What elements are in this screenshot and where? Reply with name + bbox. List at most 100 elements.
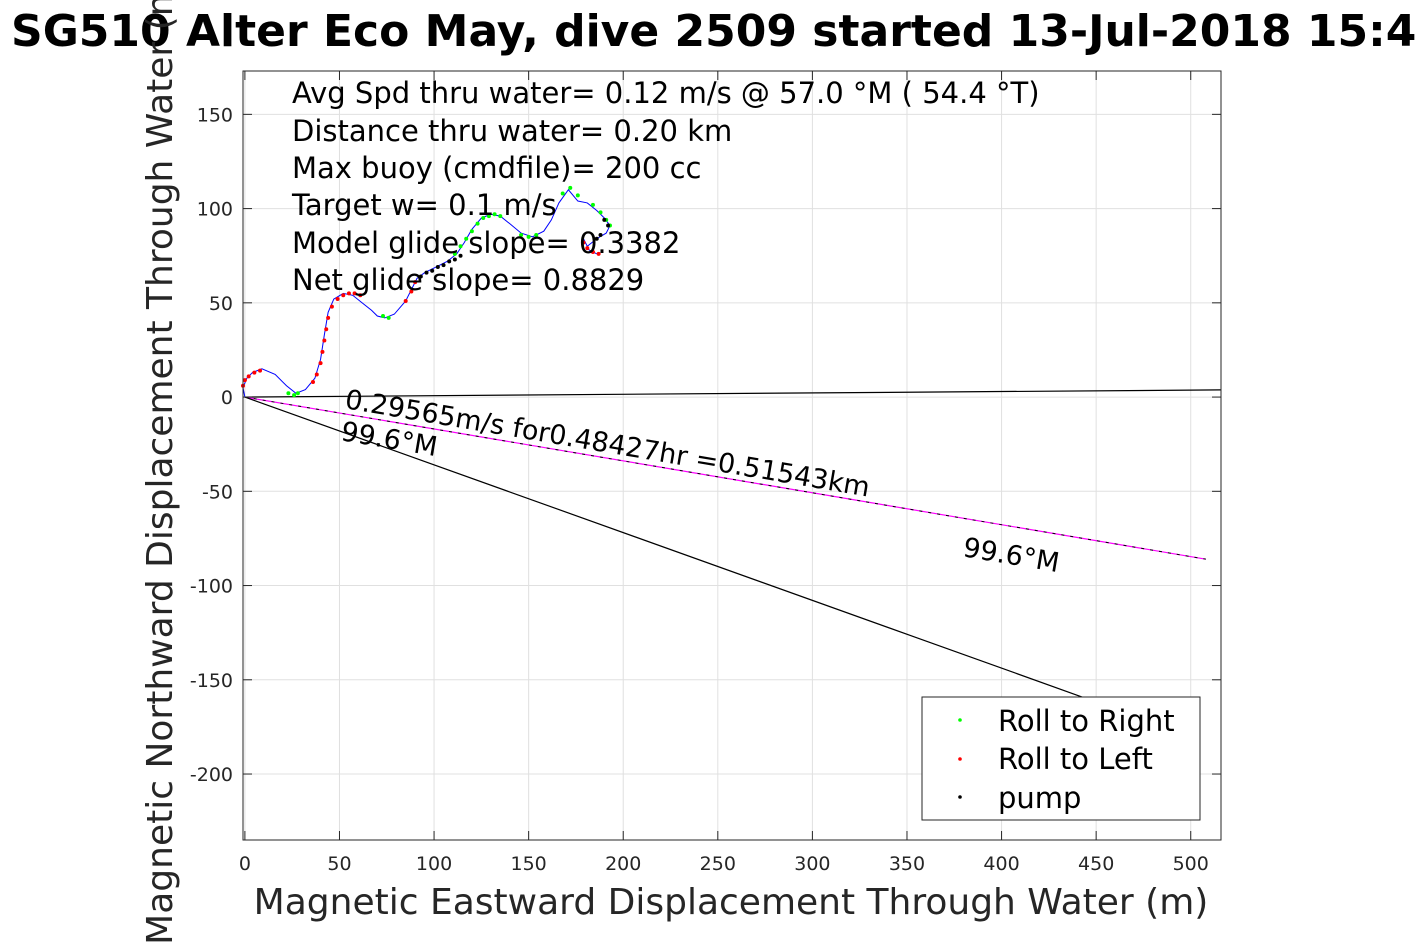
legend-label-roll-left: Roll to Left bbox=[998, 742, 1153, 776]
roll-to-right-point bbox=[575, 193, 580, 198]
roll-to-left-point bbox=[413, 280, 418, 285]
roll-to-right-point bbox=[526, 234, 531, 239]
roll-to-left-point bbox=[596, 251, 601, 256]
chart-title: SG510 Alter Eco May, dive 2509 started 1… bbox=[11, 6, 1417, 57]
pump-point bbox=[430, 268, 435, 273]
roll-to-left-point bbox=[246, 374, 251, 379]
y-tick-label: 0 bbox=[221, 387, 233, 409]
roll-to-left-point bbox=[590, 249, 595, 254]
x-tick-label: 300 bbox=[794, 853, 830, 875]
roll-to-right-point bbox=[560, 191, 565, 196]
roll-to-left-point bbox=[258, 368, 263, 373]
roll-to-left-point bbox=[242, 378, 247, 383]
pump-point bbox=[441, 263, 446, 268]
roll-to-right-point bbox=[458, 244, 463, 249]
legend-marker-pump bbox=[958, 795, 962, 799]
roll-to-left-point bbox=[320, 349, 325, 354]
roll-to-left-point bbox=[403, 298, 408, 303]
roll-to-right-point bbox=[469, 229, 474, 234]
roll-to-right-point bbox=[386, 315, 391, 320]
y-tick-label: -100 bbox=[190, 576, 233, 598]
roll-to-left-point bbox=[358, 293, 363, 298]
roll-to-left-point bbox=[318, 361, 323, 366]
roll-to-right-point bbox=[292, 393, 297, 398]
x-tick-label: 100 bbox=[416, 853, 452, 875]
stat-net-glide-slope: Net glide slope= 0.8829 bbox=[292, 263, 644, 297]
pump-point bbox=[594, 236, 599, 241]
pump-point bbox=[458, 253, 463, 258]
roll-to-right-point bbox=[452, 251, 457, 256]
roll-to-left-point bbox=[341, 293, 346, 298]
roll-to-right-point bbox=[295, 391, 300, 396]
x-tick-label: 500 bbox=[1173, 853, 1209, 875]
y-tick-label: 150 bbox=[197, 104, 233, 126]
x-tick-label: 400 bbox=[983, 853, 1019, 875]
y-tick-label: -200 bbox=[190, 764, 233, 786]
pump-point bbox=[418, 274, 423, 279]
x-axis-label: Magnetic Eastward Displacement Through W… bbox=[254, 882, 1209, 923]
x-tick-label: 450 bbox=[1078, 853, 1114, 875]
current-vector-dashed-line bbox=[244, 396, 1206, 560]
x-tick-label: 150 bbox=[511, 853, 547, 875]
roll-to-right-point bbox=[464, 236, 469, 241]
roll-to-left-point bbox=[324, 327, 329, 332]
roll-to-right-point bbox=[498, 214, 503, 219]
roll-to-left-point bbox=[310, 379, 315, 384]
pump-point bbox=[606, 223, 611, 228]
roll-to-right-point bbox=[590, 202, 595, 207]
legend-label-roll-right: Roll to Right bbox=[998, 704, 1175, 738]
y-axis-label: Magnetic Northward Displacement Through … bbox=[140, 0, 181, 945]
roll-to-left-point bbox=[585, 246, 590, 251]
roll-to-left-point bbox=[346, 291, 351, 296]
ticks: 0 50 100 150 200 250 300 350 400 450 500150100500-… bbox=[190, 71, 1221, 875]
y-tick-label: 100 bbox=[197, 199, 233, 221]
roll-to-right-point bbox=[598, 210, 603, 215]
roll-to-right-point bbox=[286, 391, 291, 396]
roll-to-right-point bbox=[492, 212, 497, 217]
roll-to-left-point bbox=[352, 291, 357, 296]
roll-to-left-point bbox=[329, 304, 334, 309]
pump-point bbox=[435, 265, 440, 270]
roll-to-left-point bbox=[581, 240, 586, 245]
roll-to-left-point bbox=[335, 297, 340, 302]
y-tick-label: 50 bbox=[209, 293, 233, 315]
roll-to-left-point bbox=[326, 315, 331, 320]
legend-marker-roll-right bbox=[958, 718, 962, 722]
heading-line-line bbox=[244, 396, 1087, 700]
plot-frame bbox=[242, 70, 1222, 841]
y-tick-label: -50 bbox=[202, 481, 233, 503]
pump-point bbox=[424, 270, 429, 275]
stat-max-buoy: Max buoy (cmdfile)= 200 cc bbox=[292, 151, 701, 185]
stat-model-glide-slope: Model glide slope= 0.3382 bbox=[292, 226, 680, 260]
pump-point bbox=[452, 257, 457, 262]
roll-to-right-point bbox=[486, 214, 491, 219]
x-tick-label: 350 bbox=[889, 853, 925, 875]
x-tick-label: 50 bbox=[327, 853, 351, 875]
stat-avg-speed: Avg Spd thru water= 0.12 m/s @ 57.0 °M (… bbox=[292, 76, 1040, 110]
stat-distance: Distance thru water= 0.20 km bbox=[292, 114, 732, 148]
roll-to-left-point bbox=[322, 338, 327, 343]
legend-box bbox=[921, 696, 1201, 821]
x-tick-label: 0 bbox=[239, 853, 251, 875]
pump-point bbox=[598, 232, 603, 237]
legend: Roll to Right Roll to Left pump bbox=[921, 696, 1201, 821]
roll-to-right-point bbox=[534, 232, 539, 237]
pump-point bbox=[602, 217, 607, 222]
y-tick-label: -150 bbox=[190, 670, 233, 692]
legend-marker-roll-left bbox=[958, 757, 962, 761]
roll-to-right-point bbox=[475, 221, 480, 226]
data-layer bbox=[241, 185, 1222, 700]
roll-to-right-point bbox=[380, 314, 385, 319]
roll-to-right-point bbox=[568, 185, 573, 190]
roll-to-left-point bbox=[409, 289, 414, 294]
pump-point bbox=[447, 259, 452, 264]
roll-to-right-point bbox=[481, 216, 486, 221]
legend-label-pump: pump bbox=[998, 781, 1081, 815]
roll-to-left-point bbox=[252, 370, 257, 375]
grid bbox=[243, 71, 1221, 840]
roll-to-right-point bbox=[519, 232, 524, 237]
x-tick-label: 250 bbox=[700, 853, 736, 875]
net-displacement-line bbox=[244, 389, 1222, 398]
